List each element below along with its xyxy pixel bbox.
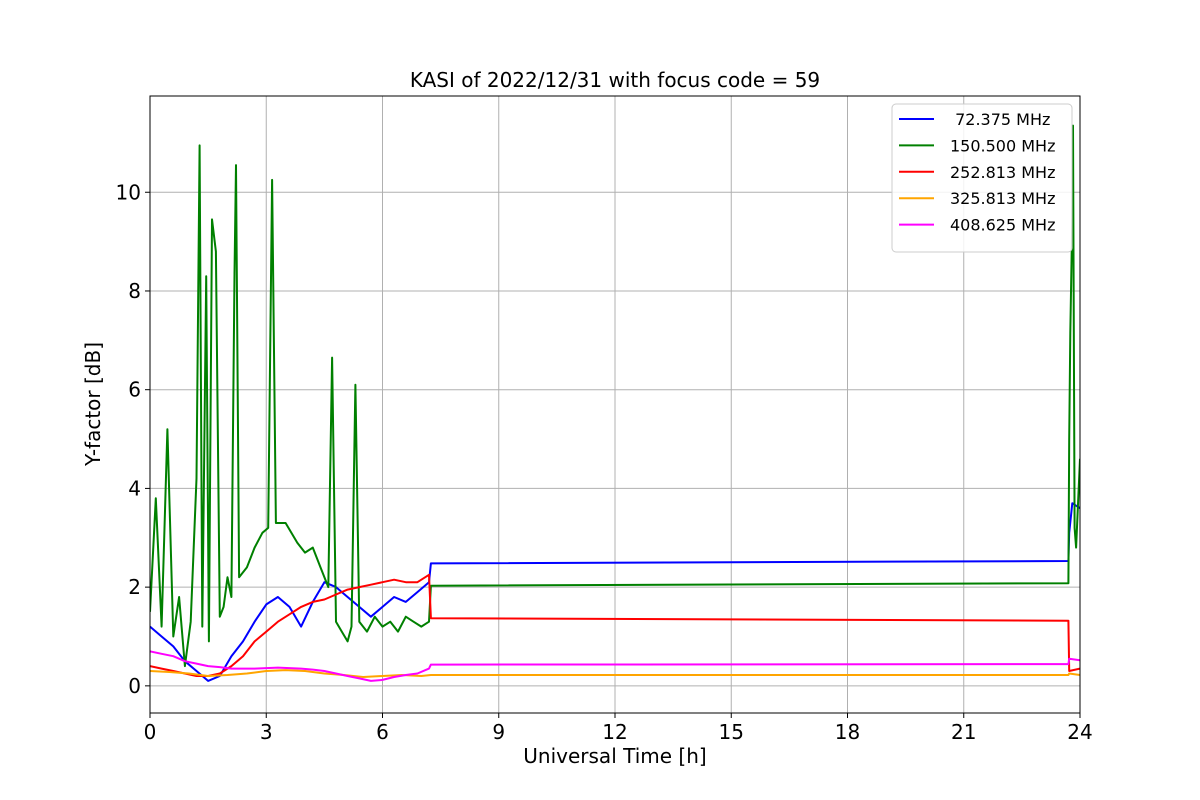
legend-label: 252.813 MHz xyxy=(950,163,1055,182)
y-tick-label: 2 xyxy=(128,575,141,599)
legend-box xyxy=(891,103,1073,253)
series-layer xyxy=(150,124,1080,682)
legend-label: 150.500 MHz xyxy=(950,136,1055,155)
y-axis-label: Y-factor [dB] xyxy=(81,342,105,467)
y-tick-label: 0 xyxy=(128,674,141,698)
legend: 72.375 MHz 150.500 MHz 252.813 MHz 325.813 … xyxy=(891,103,1073,253)
legend-label: 325.813 MHz xyxy=(950,189,1055,208)
x-tick-label: 0 xyxy=(144,720,157,744)
x-tick-label: 12 xyxy=(602,720,627,744)
legend-label: 72.375 MHz xyxy=(950,110,1050,129)
x-axis-label: Universal Time [h] xyxy=(523,744,706,768)
y-tick-label: 10 xyxy=(116,180,141,204)
x-tick-label: 18 xyxy=(835,720,860,744)
x-tick-label: 15 xyxy=(719,720,744,744)
y-tick-label: 8 xyxy=(128,279,141,303)
y-tick-label: 6 xyxy=(128,378,141,402)
x-tick-label: 24 xyxy=(1067,720,1092,744)
series-line-2 xyxy=(150,124,1080,668)
x-tick-label: 6 xyxy=(376,720,389,744)
legend-label: 408.625 MHz xyxy=(950,216,1055,235)
y-tick-label: 4 xyxy=(128,476,141,500)
series-line-4 xyxy=(150,669,1080,678)
x-tick-label: 21 xyxy=(951,720,976,744)
series-line-5 xyxy=(150,650,1080,682)
x-tick-label: 3 xyxy=(260,720,273,744)
chart-title: KASI of 2022/12/31 with focus code = 59 xyxy=(410,68,820,92)
x-tick-label: 9 xyxy=(492,720,505,744)
plot-area xyxy=(150,124,1080,682)
